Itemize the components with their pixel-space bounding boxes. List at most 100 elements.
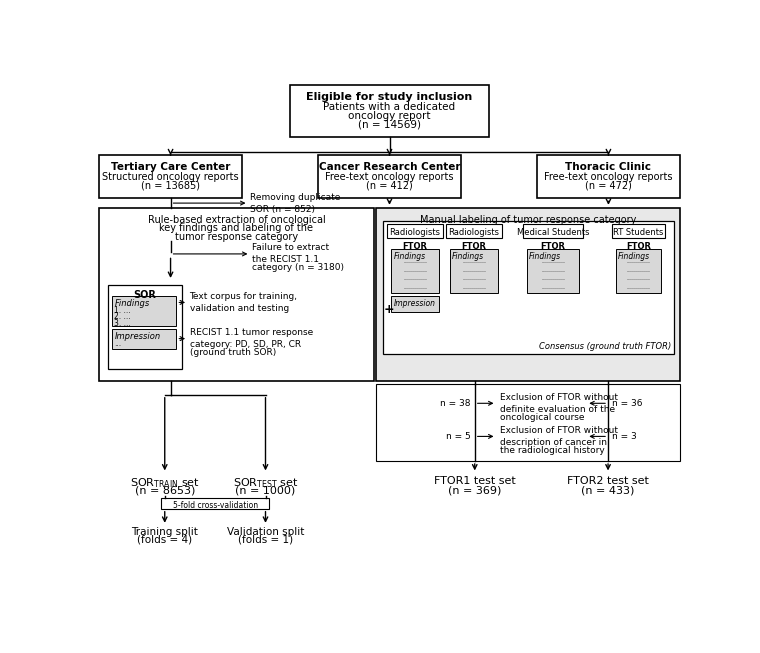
Text: Consensus (ground truth FTOR): Consensus (ground truth FTOR) [539, 342, 671, 351]
Text: FTOR: FTOR [625, 242, 651, 251]
Text: ............: ............ [541, 259, 565, 264]
Text: 5-fold cross-validation: 5-fold cross-validation [173, 501, 258, 510]
Text: RT Students: RT Students [613, 228, 663, 237]
Text: RECIST 1.1 tumor response: RECIST 1.1 tumor response [189, 328, 313, 337]
Text: tumor response category: tumor response category [175, 232, 298, 242]
Text: 1. ...: 1. ... [114, 306, 131, 315]
Text: Text corpus for training,: Text corpus for training, [189, 292, 298, 301]
Text: the radiological history: the radiological history [499, 445, 604, 454]
Text: 2. ...: 2. ... [114, 312, 131, 321]
Text: Cancer Research Center: Cancer Research Center [318, 163, 461, 172]
Text: ............: ............ [403, 285, 427, 290]
Text: FTOR: FTOR [403, 242, 428, 251]
Text: description of cancer in: description of cancer in [499, 438, 606, 447]
Text: Removing duplicate: Removing duplicate [250, 193, 340, 202]
Bar [290, 84, 489, 137]
Text: FTOR2 test set: FTOR2 test set [567, 477, 649, 486]
Bar [318, 155, 461, 199]
Text: (n = 1000): (n = 1000) [236, 486, 296, 496]
Text: SOR (n = 852): SOR (n = 852) [250, 204, 315, 214]
Text: ............: ............ [462, 259, 486, 264]
Text: key findings and labeling of the: key findings and labeling of the [160, 223, 313, 233]
Text: Free-text oncology reports: Free-text oncology reports [325, 172, 454, 182]
Text: n = 36: n = 36 [612, 399, 642, 408]
Text: (n = 8653): (n = 8653) [135, 486, 195, 496]
Text: Exclusion of FTOR without: Exclusion of FTOR without [499, 392, 618, 402]
Text: Patients with a dedicated: Patients with a dedicated [324, 103, 455, 112]
Bar [391, 296, 439, 312]
Text: ............: ............ [626, 276, 651, 281]
Text: ............: ............ [462, 276, 486, 281]
Text: ............: ............ [403, 276, 427, 281]
Text: validation and testing: validation and testing [189, 304, 289, 313]
Text: (n = 369): (n = 369) [448, 486, 502, 496]
Text: (n = 433): (n = 433) [581, 486, 635, 496]
Text: Findings: Findings [394, 251, 426, 261]
Bar [161, 498, 269, 509]
Text: +: + [383, 303, 394, 316]
Bar [376, 384, 680, 461]
Bar [99, 155, 242, 199]
Text: Thoracic Clinic: Thoracic Clinic [565, 163, 651, 172]
Text: ............: ............ [626, 285, 651, 290]
Text: SOR$_\mathregular{TRAIN}$ set: SOR$_\mathregular{TRAIN}$ set [130, 477, 200, 490]
Text: ............: ............ [541, 268, 565, 273]
Text: ............: ............ [462, 285, 486, 290]
Text: (n = 13685): (n = 13685) [141, 180, 200, 190]
Bar [527, 249, 579, 293]
Bar [537, 155, 680, 199]
Text: Tertiary Care Center: Tertiary Care Center [111, 163, 230, 172]
Bar [523, 224, 583, 238]
Bar [112, 328, 176, 349]
Text: ............: ............ [403, 268, 427, 273]
Text: (n = 14569): (n = 14569) [358, 119, 421, 129]
Bar [391, 249, 439, 293]
Text: ............: ............ [541, 285, 565, 290]
Text: Exclusion of FTOR without: Exclusion of FTOR without [499, 426, 618, 435]
Text: n = 38: n = 38 [440, 399, 471, 408]
Text: category: PD, SD, PR, CR: category: PD, SD, PR, CR [189, 340, 301, 349]
Bar [616, 249, 660, 293]
Text: oncology report: oncology report [348, 111, 431, 121]
Text: category (n = 3180): category (n = 3180) [252, 263, 344, 272]
Text: FTOR: FTOR [461, 242, 486, 251]
Text: Rule-based extraction of oncological: Rule-based extraction of oncological [147, 215, 325, 225]
Text: (n = 472): (n = 472) [585, 180, 632, 190]
Text: ............: ............ [626, 268, 651, 273]
Text: Structured oncology reports: Structured oncology reports [103, 172, 239, 182]
Text: Manual labeling of tumor response category: Manual labeling of tumor response catego… [420, 215, 636, 225]
Bar [450, 249, 498, 293]
Bar [108, 285, 182, 370]
Text: FTOR1 test set: FTOR1 test set [434, 477, 515, 486]
Text: (ground truth SOR): (ground truth SOR) [189, 348, 276, 357]
Text: Radiologists: Radiologists [390, 228, 441, 237]
Text: Free-text oncology reports: Free-text oncology reports [544, 172, 673, 182]
Text: SOR: SOR [134, 290, 157, 300]
Text: Radiologists: Radiologists [448, 228, 499, 237]
Text: n = 5: n = 5 [446, 432, 471, 441]
Text: Impression: Impression [114, 332, 160, 341]
Text: FTOR: FTOR [540, 242, 565, 251]
Text: ............: ............ [462, 268, 486, 273]
Text: Impression: Impression [394, 298, 435, 308]
Text: Eligible for study inclusion: Eligible for study inclusion [306, 92, 473, 103]
Bar [99, 208, 374, 381]
Bar [387, 224, 443, 238]
Text: definite evaluation of the: definite evaluation of the [499, 405, 615, 414]
Text: ...: ... [114, 340, 122, 349]
Text: ............: ............ [403, 259, 427, 264]
Text: Training split: Training split [131, 527, 198, 537]
Text: ...: ... [394, 306, 401, 315]
Bar [612, 224, 665, 238]
Text: Findings: Findings [114, 298, 150, 308]
Text: oncological course: oncological course [499, 413, 584, 422]
Text: Findings: Findings [529, 251, 561, 261]
Text: Medical Students: Medical Students [517, 228, 589, 237]
Text: 3. ...: 3. ... [114, 319, 131, 328]
Text: the RECIST 1.1: the RECIST 1.1 [252, 255, 319, 264]
Text: ............: ............ [626, 259, 651, 264]
Bar [376, 208, 680, 381]
Bar [382, 221, 674, 354]
Text: Findings: Findings [618, 251, 651, 261]
Text: n = 3: n = 3 [612, 432, 637, 441]
